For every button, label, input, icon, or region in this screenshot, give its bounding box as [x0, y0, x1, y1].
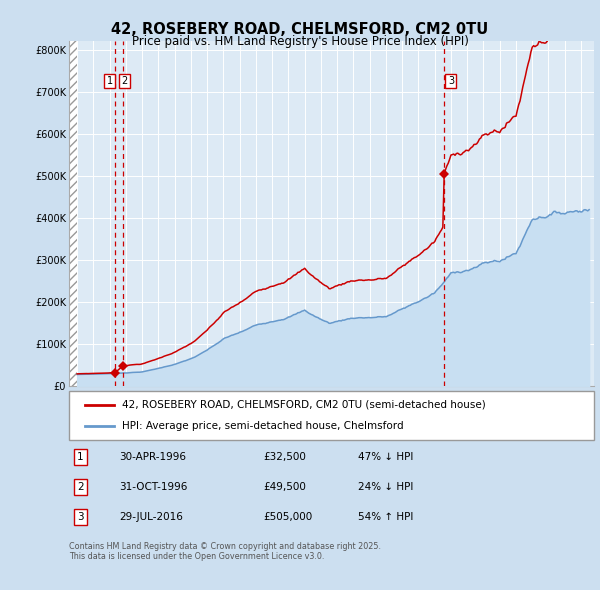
Text: 3: 3	[77, 512, 84, 522]
Text: £49,500: £49,500	[263, 482, 306, 492]
Text: 54% ↑ HPI: 54% ↑ HPI	[358, 512, 413, 522]
Text: 24% ↓ HPI: 24% ↓ HPI	[358, 482, 413, 492]
Text: 3: 3	[448, 76, 454, 86]
Text: 30-APR-1996: 30-APR-1996	[119, 452, 186, 462]
Text: £505,000: £505,000	[263, 512, 313, 522]
Text: Contains HM Land Registry data © Crown copyright and database right 2025.
This d: Contains HM Land Registry data © Crown c…	[69, 542, 381, 562]
Text: HPI: Average price, semi-detached house, Chelmsford: HPI: Average price, semi-detached house,…	[121, 421, 403, 431]
Text: £32,500: £32,500	[263, 452, 306, 462]
FancyBboxPatch shape	[69, 391, 594, 440]
Text: 42, ROSEBERY ROAD, CHELMSFORD, CM2 0TU (semi-detached house): 42, ROSEBERY ROAD, CHELMSFORD, CM2 0TU (…	[121, 399, 485, 409]
Text: 47% ↓ HPI: 47% ↓ HPI	[358, 452, 413, 462]
Text: 2: 2	[77, 482, 84, 492]
Text: 1: 1	[107, 76, 113, 86]
Text: 31-OCT-1996: 31-OCT-1996	[119, 482, 187, 492]
Text: 42, ROSEBERY ROAD, CHELMSFORD, CM2 0TU: 42, ROSEBERY ROAD, CHELMSFORD, CM2 0TU	[112, 22, 488, 37]
Text: 2: 2	[121, 76, 127, 86]
Text: 29-JUL-2016: 29-JUL-2016	[119, 512, 183, 522]
Bar	[69, 41, 77, 386]
Text: Price paid vs. HM Land Registry's House Price Index (HPI): Price paid vs. HM Land Registry's House …	[131, 35, 469, 48]
Text: 1: 1	[77, 452, 84, 462]
